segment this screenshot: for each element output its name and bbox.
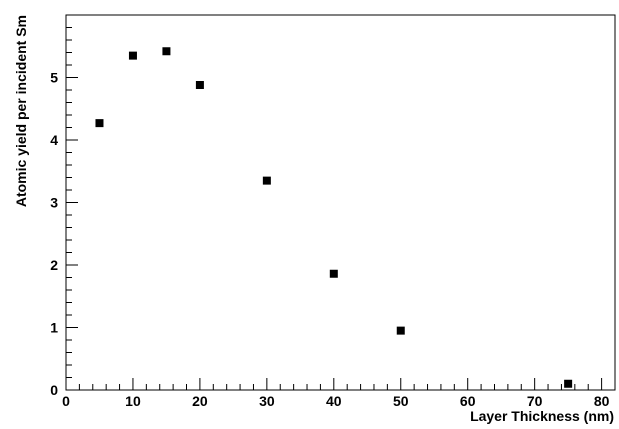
y-tick-label: 3 xyxy=(50,195,58,211)
data-points xyxy=(95,47,573,388)
y-axis-title: Atomic yield per incident Sm xyxy=(13,15,29,207)
x-tick-label: 0 xyxy=(62,393,70,409)
x-tick-label: 70 xyxy=(527,393,543,409)
x-tick-label: 20 xyxy=(192,393,208,409)
y-axis: 0 1 2 3 4 5 xyxy=(50,27,78,398)
data-point xyxy=(128,51,137,60)
data-point xyxy=(329,269,338,278)
data-point xyxy=(95,119,104,128)
data-point xyxy=(195,81,204,89)
x-axis-title: Layer Thickness (nm) xyxy=(470,408,614,424)
x-axis: 0 10 20 30 40 50 60 70 80 xyxy=(62,378,616,409)
y-tick-label: 4 xyxy=(50,132,58,148)
x-tick-label: 60 xyxy=(460,393,476,409)
y-tick-label: 1 xyxy=(50,320,58,336)
data-point xyxy=(564,379,573,388)
x-tick-label: 10 xyxy=(125,393,141,409)
x-tick-label: 40 xyxy=(326,393,342,409)
data-point xyxy=(162,47,171,56)
y-tick-label: 0 xyxy=(50,382,58,398)
y-tick-label: 5 xyxy=(50,70,58,86)
plot-frame xyxy=(65,14,616,391)
data-point xyxy=(262,176,271,185)
data-point xyxy=(396,326,405,335)
x-tick-label: 30 xyxy=(259,393,275,409)
y-tick-label: 2 xyxy=(50,257,58,273)
x-tick-label: 50 xyxy=(393,393,409,409)
x-tick-label: 80 xyxy=(594,393,610,409)
